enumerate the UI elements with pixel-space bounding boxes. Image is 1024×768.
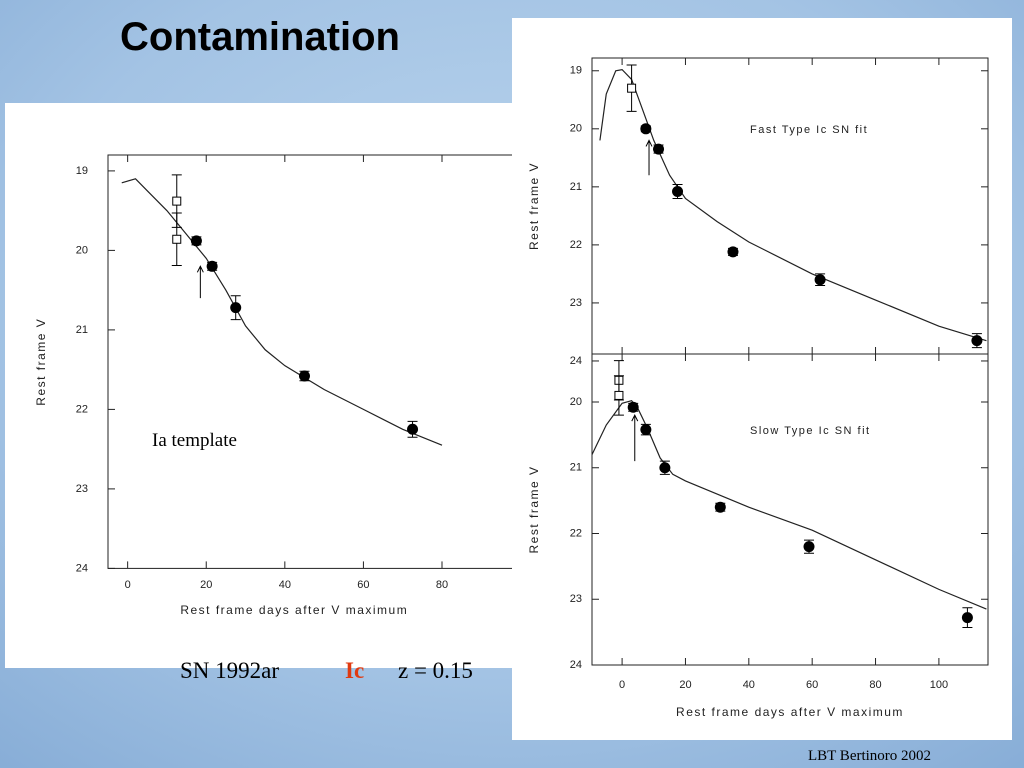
panel [512, 18, 1012, 740]
y-tick-label: 19 [570, 65, 582, 77]
data-point [672, 185, 684, 197]
data-point [814, 274, 826, 286]
data-point [298, 370, 310, 382]
data-point [640, 123, 652, 135]
caption-name: SN 1992ar [180, 658, 279, 683]
y-tick-label: 24 [570, 355, 582, 367]
y-tick-label: 22 [570, 527, 582, 539]
charts: 19 20 21 22 23 24 0 20 40 60 80 100 Rest frame days … [5, 18, 1012, 740]
annotation: Slow Type Ic SN fit [750, 425, 871, 437]
arrow [196, 265, 204, 299]
arrow [631, 414, 639, 462]
chart: 20 21 22 23 24 0 20 40 60 80 100 Rest frame days af… [527, 353, 989, 719]
data-point [407, 423, 419, 435]
caption-type: Ic [345, 658, 364, 683]
data-point [206, 260, 218, 272]
open-point [172, 196, 182, 206]
caption-redshift: z = 0.15 [398, 658, 473, 683]
footer: LBT Bertinoro 2002 [808, 748, 931, 764]
y-tick-label: 23 [76, 483, 88, 495]
data-point [653, 143, 665, 155]
data-point [803, 541, 815, 553]
data-point [627, 401, 639, 413]
x-tick-label: 0 [619, 679, 625, 691]
data-point [961, 612, 973, 624]
y-tick-label: 22 [76, 403, 88, 415]
data-point [230, 302, 242, 314]
y-tick-label: 24 [76, 562, 88, 574]
x-tick-label: 80 [869, 679, 881, 691]
y-tick-label: 20 [570, 396, 582, 408]
data-point [659, 462, 671, 474]
x-tick-label: 20 [200, 579, 212, 591]
y-tick-label: 23 [570, 297, 582, 309]
open-point [627, 83, 637, 93]
arrow [645, 139, 653, 176]
y-axis-label: Rest frame V [527, 162, 541, 250]
y-tick-label: 20 [76, 244, 88, 256]
y-tick-label: 24 [570, 659, 582, 671]
y-axis-label: Rest frame V [527, 465, 541, 553]
y-tick-label: 21 [570, 181, 582, 193]
model-curve [599, 68, 987, 342]
y-tick-label: 19 [76, 165, 88, 177]
open-point [614, 390, 624, 400]
x-tick-label: 60 [806, 679, 818, 691]
x-axis-label: Rest frame days after V maximum [676, 705, 904, 719]
data-point [971, 335, 983, 347]
y-tick-label: 21 [570, 462, 582, 474]
annotation: Ia template [152, 430, 237, 451]
y-axis-label: Rest frame V [34, 318, 48, 406]
chart: 192021222324020406080100Rest frame days … [34, 154, 530, 617]
slide-title: Contamination [120, 15, 400, 59]
x-tick-label: 100 [930, 679, 948, 691]
y-tick-label: 23 [570, 593, 582, 605]
x-tick-label: 0 [125, 579, 131, 591]
x-tick-label: 40 [279, 579, 291, 591]
data-point [190, 235, 202, 247]
x-tick-label: 60 [357, 579, 369, 591]
plot-frame [591, 353, 989, 666]
x-tick-label: 40 [743, 679, 755, 691]
open-point [172, 234, 182, 244]
x-axis-label: Rest frame days after V maximum [180, 603, 408, 617]
data-point [727, 246, 739, 258]
data-point [640, 424, 652, 436]
panel [5, 103, 512, 668]
y-tick-label: 22 [570, 239, 582, 251]
y-tick-label: 21 [76, 324, 88, 336]
data-point [714, 501, 726, 513]
x-tick-label: 80 [436, 579, 448, 591]
annotation: Fast Type Ic SN fit [750, 124, 868, 136]
x-tick-label: 20 [679, 679, 691, 691]
y-tick-label: 20 [570, 123, 582, 135]
